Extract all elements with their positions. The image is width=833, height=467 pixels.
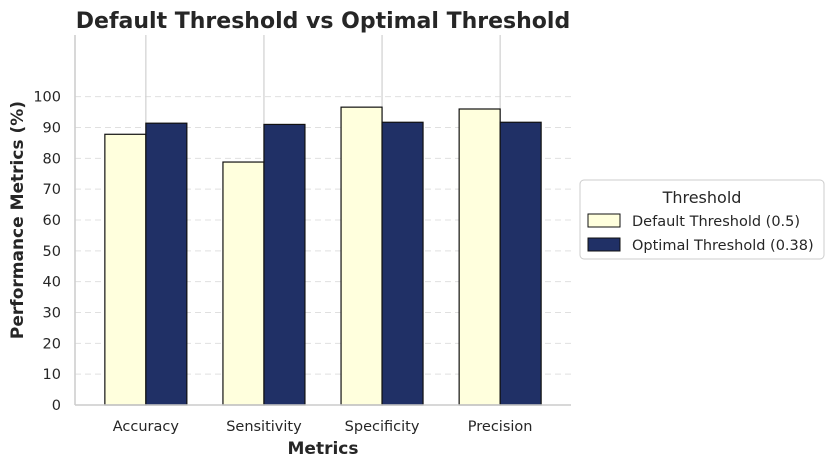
bar bbox=[458, 108, 501, 406]
y-tick-labels: 0 10 20 30 40 50 60 70 80 90 100 bbox=[33, 90, 61, 414]
x-tick-label: Specificity bbox=[345, 419, 420, 435]
bar bbox=[381, 121, 424, 406]
bar bbox=[499, 121, 542, 406]
y-tick-label: 60 bbox=[43, 213, 61, 229]
legend-swatch bbox=[587, 237, 621, 252]
legend-entry-label: Optimal Threshold (0.38) bbox=[632, 238, 814, 254]
bar bbox=[340, 106, 383, 406]
y-tick-label: 0 bbox=[52, 398, 61, 414]
legend: Threshold Default Threshold (0.5) Optimal… bbox=[579, 179, 825, 260]
y-tick-label: 80 bbox=[43, 151, 61, 167]
x-tick-label: Precision bbox=[468, 419, 533, 435]
x-axis-label: Metrics bbox=[288, 439, 359, 459]
bar bbox=[145, 122, 188, 406]
x-tick-label: Sensitivity bbox=[226, 419, 302, 435]
y-axis-label: Performance Metrics (%) bbox=[8, 101, 28, 339]
y-tick-label: 30 bbox=[43, 306, 61, 322]
legend-swatch bbox=[587, 213, 621, 228]
legend-frame bbox=[579, 179, 825, 260]
x-tick-labels: Accuracy Sensitivity Specificity Precision bbox=[113, 419, 533, 435]
bar bbox=[263, 123, 306, 406]
legend-entry-label: Default Threshold (0.5) bbox=[632, 214, 800, 230]
bars bbox=[104, 106, 542, 406]
y-tick-label: 20 bbox=[43, 336, 61, 352]
legend-title: Threshold bbox=[662, 188, 742, 207]
y-tick-label: 50 bbox=[43, 244, 61, 260]
chart-title: Default Threshold vs Optimal Threshold bbox=[76, 9, 570, 34]
y-tick-label: 10 bbox=[43, 367, 61, 383]
y-tick-label: 90 bbox=[43, 121, 61, 137]
y-tick-label: 70 bbox=[43, 182, 61, 198]
bar bbox=[222, 161, 265, 406]
y-tick-label: 100 bbox=[33, 90, 61, 106]
x-tick-label: Accuracy bbox=[113, 419, 180, 435]
y-tick-label: 40 bbox=[43, 275, 61, 291]
bar bbox=[104, 133, 147, 406]
